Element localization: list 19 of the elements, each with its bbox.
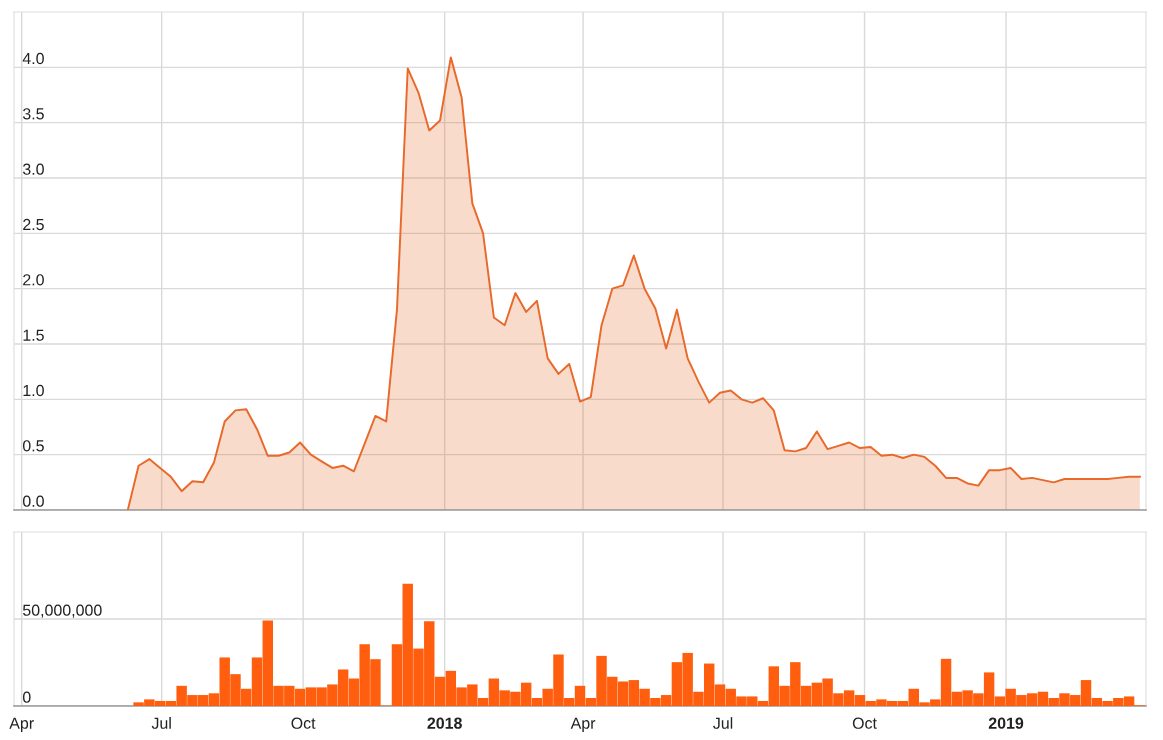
x-tick-label: Jul <box>151 717 171 729</box>
y-tick-label: 2.0 <box>23 274 44 286</box>
y-tick-label: 0.5 <box>22 440 44 452</box>
y-tick-label: 3.5 <box>22 108 44 120</box>
x-tick-label: Apr <box>9 717 34 732</box>
x-tick-label: Oct <box>291 717 316 729</box>
y-tick-label: 1.5 <box>23 329 44 341</box>
y-tick-label: 1.0 <box>23 384 44 397</box>
x-tick-label: 2019 <box>988 717 1024 729</box>
y-tick-label: 0.0 <box>22 495 44 507</box>
y-tick-label: 50,000,000 <box>22 604 102 618</box>
y-tick-label: 3.0 <box>22 163 44 175</box>
x-tick-label: Apr <box>570 717 596 732</box>
y-tick-label: 4.0 <box>22 52 44 65</box>
x-tick-label: Jul <box>713 717 733 729</box>
y-tick-label: 2.5 <box>23 218 44 231</box>
x-tick-label: 2018 <box>427 717 462 729</box>
y-tick-label: 0 <box>22 691 31 703</box>
x-tick-label: Oct <box>852 717 877 729</box>
